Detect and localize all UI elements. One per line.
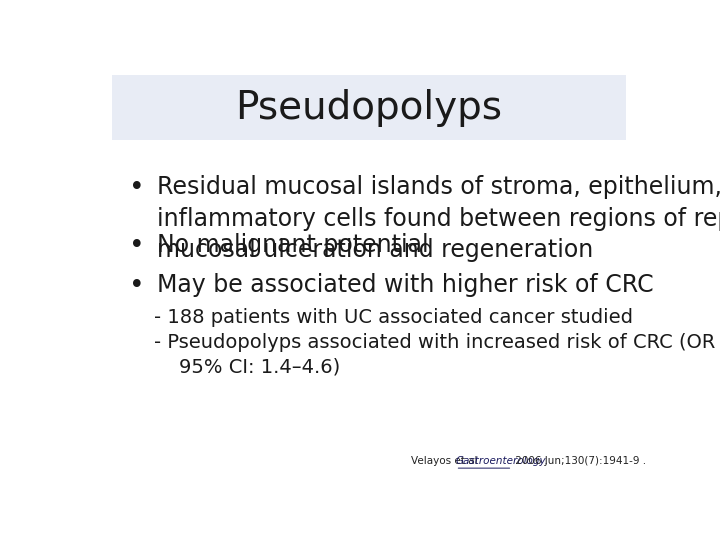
Text: No malignant potential: No malignant potential — [157, 233, 428, 257]
Text: 2006 Jun;130(7):1941-9 .: 2006 Jun;130(7):1941-9 . — [513, 456, 647, 466]
Text: •: • — [129, 233, 145, 259]
Text: Pseudopolyps: Pseudopolyps — [235, 90, 503, 127]
Text: •: • — [129, 175, 145, 201]
Text: Velayos et al: Velayos et al — [411, 456, 481, 466]
Text: Gastroenterology.: Gastroenterology. — [456, 456, 549, 466]
Text: - 188 patients with UC associated cancer studied: - 188 patients with UC associated cancer… — [154, 308, 633, 327]
Text: Residual mucosal islands of stroma, epithelium, and
inflammatory cells found bet: Residual mucosal islands of stroma, epit… — [157, 175, 720, 262]
Text: May be associated with higher risk of CRC: May be associated with higher risk of CR… — [157, 273, 654, 296]
Text: •: • — [129, 273, 145, 299]
FancyBboxPatch shape — [112, 75, 626, 140]
Text: - Pseudopolyps associated with increased risk of CRC (OR 2.5,
    95% CI: 1.4–4.: - Pseudopolyps associated with increased… — [154, 333, 720, 377]
